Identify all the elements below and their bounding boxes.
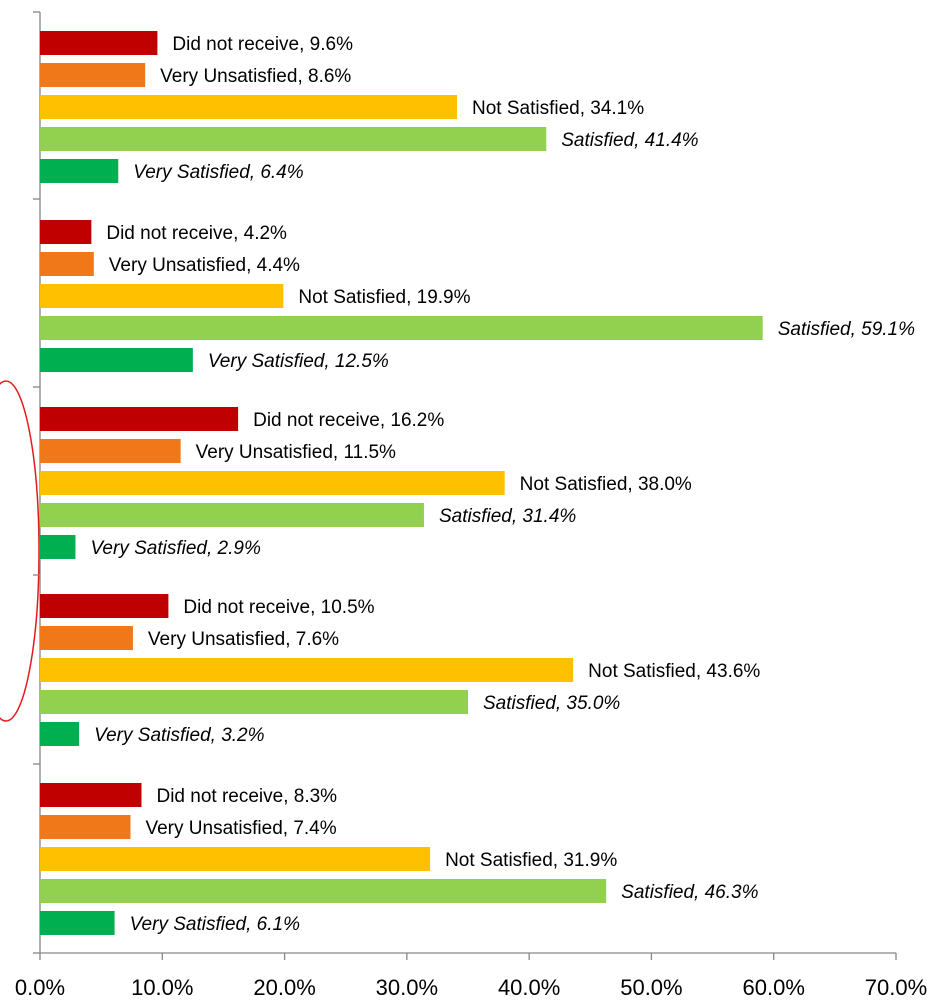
data-label-very-satisfied: Very Satisfied, 3.2% bbox=[94, 725, 264, 746]
bar-very-satisfied bbox=[40, 722, 80, 746]
bar-did-not-receive bbox=[40, 783, 142, 807]
bar-very-satisfied bbox=[40, 159, 119, 183]
bar-not-satisfied bbox=[40, 847, 431, 871]
bar-not-satisfied bbox=[40, 284, 284, 308]
bar-satisfied bbox=[40, 879, 607, 903]
data-label-not-satisfied: Not Satisfied, 43.6% bbox=[588, 661, 760, 682]
data-label-very-unsatisfied: Very Unsatisfied, 11.5% bbox=[196, 442, 396, 463]
data-label-satisfied: Satisfied, 41.4% bbox=[561, 130, 698, 151]
data-label-very-satisfied: Very Satisfied, 12.5% bbox=[208, 351, 389, 372]
annotation-layer bbox=[0, 380, 40, 722]
data-label-did-not-receive: Did not receive, 8.3% bbox=[156, 786, 337, 807]
data-label-satisfied: Satisfied, 46.3% bbox=[621, 882, 758, 903]
bar-did-not-receive bbox=[40, 220, 92, 244]
data-label-satisfied: Satisfied, 59.1% bbox=[778, 319, 915, 340]
bar-very-unsatisfied bbox=[40, 63, 146, 87]
data-label-not-satisfied: Not Satisfied, 31.9% bbox=[445, 850, 617, 871]
data-label-did-not-receive: Did not receive, 4.2% bbox=[106, 223, 287, 244]
data-label-did-not-receive: Did not receive, 16.2% bbox=[253, 410, 444, 431]
x-tick-label: 20.0% bbox=[253, 975, 315, 1000]
x-tick-label: 50.0% bbox=[620, 975, 682, 1000]
bar-very-unsatisfied bbox=[40, 626, 133, 650]
x-tick-label: 70.0% bbox=[865, 975, 927, 1000]
bar-not-satisfied bbox=[40, 658, 574, 682]
highlight-ellipse bbox=[0, 380, 40, 722]
bar-very-satisfied bbox=[40, 348, 193, 372]
bar-very-satisfied bbox=[40, 535, 76, 559]
bar-satisfied bbox=[40, 690, 468, 714]
bars bbox=[40, 31, 763, 935]
x-tick-label: 0.0% bbox=[15, 975, 65, 1000]
data-label-very-unsatisfied: Very Unsatisfied, 7.6% bbox=[148, 629, 339, 650]
data-label-very-satisfied: Very Satisfied, 6.1% bbox=[130, 914, 300, 935]
data-label-very-satisfied: Very Satisfied, 2.9% bbox=[90, 538, 260, 559]
data-labels: Did not receive, 9.6% Very Unsatisfied, 8… bbox=[90, 34, 915, 935]
data-label-very-unsatisfied: Very Unsatisfied, 8.6% bbox=[160, 66, 351, 87]
x-tick-labels: 0.0% 10.0% 20.0% 30.0% 40.0% 50.0% 60.0% 70.0% bbox=[15, 975, 927, 1000]
x-tick-label: 30.0% bbox=[376, 975, 438, 1000]
data-label-did-not-receive: Did not receive, 10.5% bbox=[183, 597, 374, 618]
bar-satisfied bbox=[40, 503, 424, 527]
data-label-not-satisfied: Not Satisfied, 34.1% bbox=[472, 98, 644, 119]
data-label-did-not-receive: Did not receive, 9.6% bbox=[172, 34, 353, 55]
data-label-not-satisfied: Not Satisfied, 38.0% bbox=[520, 474, 692, 495]
data-label-very-unsatisfied: Very Unsatisfied, 7.4% bbox=[145, 818, 336, 839]
data-label-very-satisfied: Very Satisfied, 6.4% bbox=[133, 162, 303, 183]
data-label-very-unsatisfied: Very Unsatisfied, 4.4% bbox=[109, 255, 300, 276]
x-tick-label: 60.0% bbox=[743, 975, 805, 1000]
bar-not-satisfied bbox=[40, 471, 505, 495]
x-tick-label: 40.0% bbox=[498, 975, 560, 1000]
bar-satisfied bbox=[40, 127, 547, 151]
bar-satisfied bbox=[40, 316, 763, 340]
x-tick-label: 10.0% bbox=[131, 975, 193, 1000]
data-label-satisfied: Satisfied, 35.0% bbox=[483, 693, 620, 714]
bar-did-not-receive bbox=[40, 594, 169, 618]
bar-very-unsatisfied bbox=[40, 252, 94, 276]
data-label-satisfied: Satisfied, 31.4% bbox=[439, 506, 576, 527]
data-label-not-satisfied: Not Satisfied, 19.9% bbox=[298, 287, 470, 308]
bar-not-satisfied bbox=[40, 95, 457, 119]
bar-very-unsatisfied bbox=[40, 815, 131, 839]
bar-did-not-receive bbox=[40, 31, 158, 55]
bar-very-satisfied bbox=[40, 911, 115, 935]
bar-did-not-receive bbox=[40, 407, 239, 431]
bar-very-unsatisfied bbox=[40, 439, 181, 463]
